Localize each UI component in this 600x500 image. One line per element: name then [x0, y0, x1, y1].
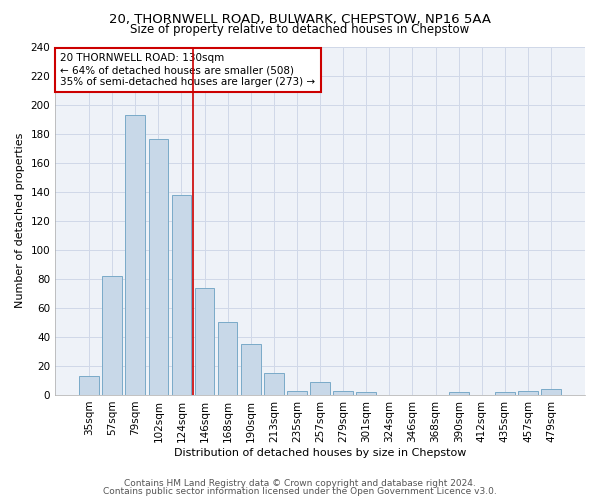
Text: Contains public sector information licensed under the Open Government Licence v3: Contains public sector information licen… — [103, 487, 497, 496]
Bar — [334, 390, 353, 395]
Bar — [149, 140, 168, 395]
Bar — [79, 376, 99, 395]
Text: 20, THORNWELL ROAD, BULWARK, CHEPSTOW, NP16 5AA: 20, THORNWELL ROAD, BULWARK, CHEPSTOW, N… — [109, 12, 491, 26]
Bar — [125, 114, 145, 395]
Bar — [287, 390, 307, 395]
Bar — [356, 392, 376, 395]
Bar — [172, 194, 191, 395]
Bar — [495, 392, 515, 395]
Bar — [195, 288, 214, 395]
Y-axis label: Number of detached properties: Number of detached properties — [15, 133, 25, 308]
X-axis label: Distribution of detached houses by size in Chepstow: Distribution of detached houses by size … — [174, 448, 466, 458]
Text: Contains HM Land Registry data © Crown copyright and database right 2024.: Contains HM Land Registry data © Crown c… — [124, 478, 476, 488]
Bar — [449, 392, 469, 395]
Bar — [310, 382, 330, 395]
Bar — [241, 344, 260, 395]
Bar — [541, 389, 561, 395]
Text: Size of property relative to detached houses in Chepstow: Size of property relative to detached ho… — [130, 22, 470, 36]
Text: 20 THORNWELL ROAD: 130sqm
← 64% of detached houses are smaller (508)
35% of semi: 20 THORNWELL ROAD: 130sqm ← 64% of detac… — [61, 54, 316, 86]
Bar — [218, 322, 238, 395]
Bar — [264, 373, 284, 395]
Bar — [518, 390, 538, 395]
Bar — [103, 276, 122, 395]
